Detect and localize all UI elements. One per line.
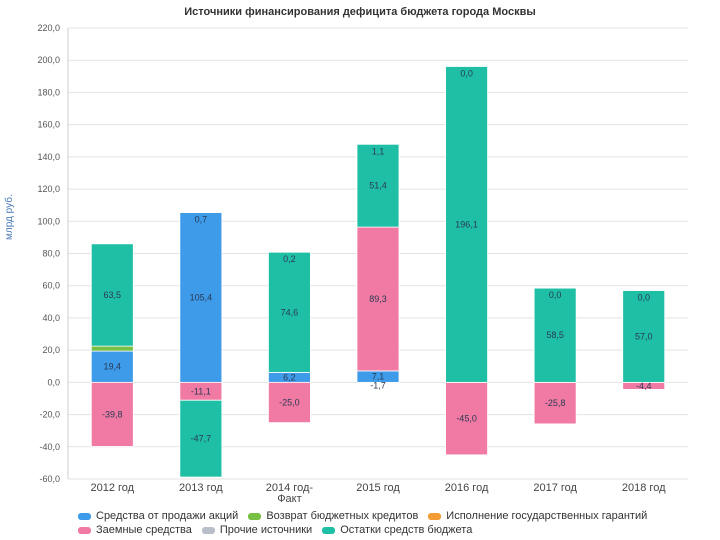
data-label: 105,4 — [190, 292, 213, 302]
y-tick-label: -60,0 — [39, 474, 60, 484]
legend-item-share-sales[interactable]: Средства от продажи акций — [78, 510, 238, 522]
y-tick-label: 220,0 — [37, 23, 60, 33]
bar-segment — [268, 251, 311, 373]
x-tick-label: Факт — [277, 493, 301, 505]
y-tick-label: 200,0 — [37, 55, 60, 65]
x-tick-label: 2017 год — [533, 482, 577, 494]
data-label: 63,5 — [104, 290, 122, 300]
legend-item-other[interactable]: Прочие источники — [201, 524, 313, 536]
y-tick-label: -40,0 — [39, 442, 60, 452]
legend-item-borrowings[interactable]: Заемные средства — [78, 524, 192, 536]
y-tick-label: 140,0 — [37, 152, 60, 162]
data-label: 0,2 — [283, 254, 296, 264]
y-tick-label: 80,0 — [42, 249, 60, 259]
data-label: -11,1 — [191, 386, 211, 396]
legend-label: Исполнение государственных гарантий — [446, 510, 648, 522]
data-label: 0,0 — [549, 290, 562, 300]
data-label: -4,4 — [636, 381, 652, 391]
bar-segment — [179, 212, 223, 383]
legend-item-guarantees[interactable]: Исполнение государственных гарантий — [428, 510, 647, 522]
data-label: 7,1 — [372, 372, 385, 382]
y-tick-label: 160,0 — [37, 120, 60, 130]
chart-title: Источники финансирования дефицита бюджет… — [184, 6, 536, 18]
x-tick-label: 2016 год — [445, 482, 489, 494]
y-tick-label: 60,0 — [42, 281, 60, 291]
legend-swatch — [248, 512, 262, 520]
legend-swatch — [428, 512, 442, 520]
legend-swatch — [322, 526, 336, 534]
legend-label: Прочие источники — [219, 524, 313, 536]
x-tick-label: 2018 год — [622, 482, 666, 494]
bar-segment — [179, 399, 223, 478]
x-tick-label: 2013 год — [179, 482, 223, 494]
y-tick-label: -20,0 — [39, 410, 60, 420]
bar-segment — [622, 290, 666, 383]
data-label: 89,3 — [369, 294, 387, 304]
data-label: 19,4 — [104, 362, 122, 372]
x-tick-label: 2015 год — [356, 482, 400, 494]
legend-label: Заемные средства — [96, 524, 192, 536]
data-label: 57,0 — [635, 331, 653, 341]
data-label: -45,0 — [456, 414, 477, 424]
data-label: 74,6 — [281, 307, 299, 317]
legend-swatch — [78, 512, 91, 520]
data-label: 6,2 — [283, 372, 296, 382]
data-label: -25,8 — [545, 398, 566, 408]
x-tick-label: 2012 год — [90, 482, 134, 494]
legend-label: Возврат бюджетных кредитов — [266, 510, 419, 522]
data-label: -25,0 — [279, 397, 300, 407]
bar-segment — [533, 381, 577, 425]
bar-segment — [533, 287, 577, 383]
data-label: 196,1 — [455, 219, 478, 229]
legend-item-loan-returns[interactable]: Возврат бюджетных кредитов — [248, 510, 418, 522]
bar-segment — [90, 243, 134, 347]
legend-item-balances[interactable]: Остатки средств бюджета — [322, 524, 472, 536]
stacked-bar-chart: -60,0 -40,0 -20,0 0,0 20,0 40,0 60,0 80,0 100,0 1… — [37, 23, 688, 505]
y-tick-label: 20,0 — [42, 345, 60, 355]
y-tick-label: 40,0 — [42, 313, 60, 323]
legend-swatch — [201, 526, 215, 534]
x-tick-label: 2014 год- — [266, 482, 314, 494]
y-tick-label: 100,0 — [37, 216, 60, 226]
y-tick-label: 120,0 — [37, 184, 60, 194]
bar-segment — [268, 381, 311, 424]
data-label: 0,0 — [637, 293, 650, 303]
data-label: 0,7 — [195, 215, 208, 225]
data-label: -47,7 — [191, 434, 212, 444]
legend-label: Средства от продажи акций — [96, 510, 239, 522]
data-label: 51,4 — [369, 181, 387, 191]
bar-segment — [445, 66, 488, 383]
bar-segment — [445, 381, 488, 456]
bar-segment — [90, 381, 134, 447]
bar-segment — [356, 143, 400, 228]
legend-label: Остатки средств бюджета — [340, 524, 473, 536]
data-label: 58,5 — [546, 330, 564, 340]
data-label: -39,8 — [102, 409, 123, 419]
data-label: -1,7 — [370, 380, 386, 390]
data-label: 0,0 — [460, 68, 473, 78]
bar-segment — [90, 345, 134, 352]
data-label: 1,1 — [372, 146, 385, 156]
y-tick-label: 180,0 — [37, 87, 60, 97]
chart-legend: Средства от продажи акций Возврат бюджет… — [78, 510, 718, 538]
legend-swatch — [78, 526, 91, 534]
y-tick-label: 0,0 — [47, 377, 60, 387]
